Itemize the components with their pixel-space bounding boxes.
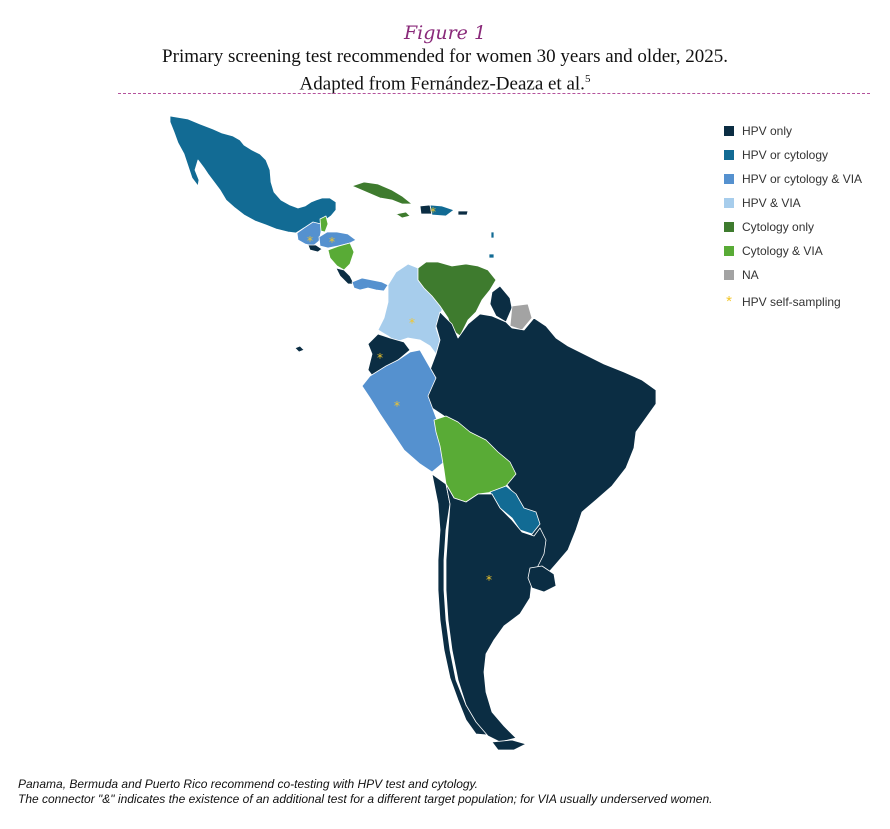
legend-item: Cytology & VIA [724, 239, 862, 263]
region-suriname [509, 303, 533, 331]
footnote: Panama, Bermuda and Puerto Rico recommen… [18, 777, 712, 807]
region-costa-rica [335, 267, 355, 285]
region-trinidad [488, 253, 495, 259]
region-tierra-del-fuego [491, 739, 527, 751]
region-panama [351, 277, 389, 292]
legend-self-sampling-label: HPV self-sampling [742, 295, 841, 309]
legend-item: Cytology only [724, 215, 862, 239]
legend-label: HPV only [742, 124, 793, 138]
self-sampling-marker-guatemala: * [307, 234, 313, 248]
legend-item: HPV or cytology [724, 143, 862, 167]
region-nicaragua [327, 242, 355, 271]
legend-label: Cytology & VIA [742, 244, 823, 258]
self-sampling-marker-ecuador: * [377, 351, 383, 365]
title-divider [118, 93, 870, 94]
legend-swatch [724, 198, 734, 208]
region-dominican-republic [429, 204, 455, 217]
figure-label: Figure 1 [403, 22, 487, 44]
self-sampling-marker-honduras: * [329, 235, 335, 249]
legend-swatch [724, 270, 734, 280]
legend-item: HPV or cytology & VIA [724, 167, 862, 191]
region-argentina [445, 483, 547, 743]
footnote-line-2: The connector "&" indicates the existenc… [18, 792, 713, 806]
legend-swatch [724, 222, 734, 232]
region-el-salvador [307, 244, 323, 253]
legend-item: NA [724, 263, 862, 287]
legend-label: HPV & VIA [742, 196, 801, 210]
region-belize [319, 215, 329, 233]
legend-swatch [724, 174, 734, 184]
self-sampling-marker-colombia: * [409, 316, 415, 330]
legend-label: NA [742, 268, 759, 282]
title-line-2: Adapted from Fernández-Deaza et al. [299, 73, 585, 95]
self-sampling-marker-dominican-republic: * [430, 205, 436, 219]
self-sampling-marker-peru: * [394, 399, 400, 413]
legend-swatch [724, 246, 734, 256]
title-line-1: Primary screening test recommended for w… [162, 46, 728, 67]
region-lesser-antilles [490, 231, 495, 239]
region-uruguay [527, 565, 557, 593]
region-puerto-rico [457, 210, 469, 216]
region-jamaica [395, 211, 411, 219]
legend-label: HPV or cytology & VIA [742, 172, 863, 186]
region-galapagos [294, 345, 305, 353]
legend-label: Cytology only [742, 220, 815, 234]
legend-label: HPV or cytology [742, 148, 829, 162]
reference-number: 5 [584, 73, 591, 85]
region-venezuela [417, 261, 497, 337]
latin-america-map: * * * * * * * [169, 115, 657, 751]
legend-swatch [724, 126, 734, 136]
region-cuba [351, 181, 413, 205]
legend-item: HPV only [724, 119, 862, 143]
footnote-line-1: Panama, Bermuda and Puerto Rico recommen… [18, 777, 479, 791]
legend-item: HPV & VIA [724, 191, 862, 215]
region-honduras [318, 231, 357, 249]
region-paraguay [489, 485, 541, 535]
region-mexico [169, 115, 337, 234]
legend-self-sampling: * HPV self-sampling [724, 293, 862, 310]
legend: HPV only HPV or cytology HPV or cytology… [724, 119, 862, 309]
asterisk-icon: * [726, 293, 732, 310]
legend-swatch [724, 150, 734, 160]
region-guyana [489, 285, 513, 323]
self-sampling-marker-argentina: * [486, 573, 492, 587]
figure-title: Primary screening test recommended for w… [0, 46, 890, 95]
